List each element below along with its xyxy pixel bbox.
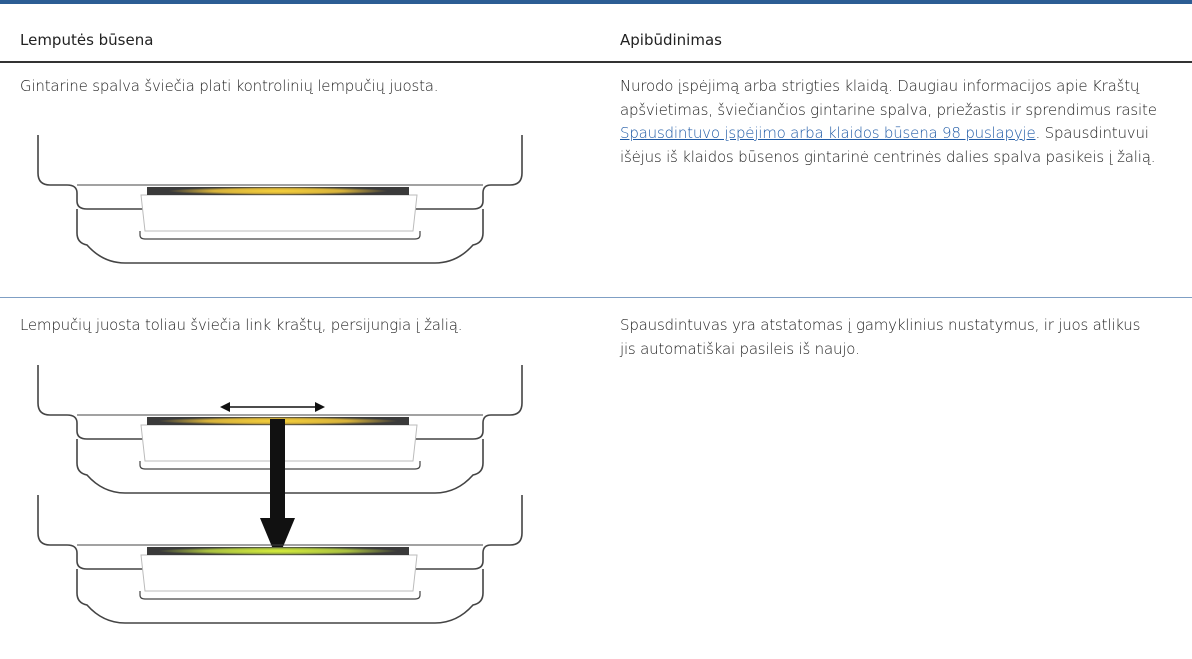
text: . Spausdintuvui išėjus iš klaidos būseno… [620, 124, 1156, 166]
top-rule [0, 0, 1192, 4]
description-text: Nurodo įspėjimą arba strigties klaidą. D… [620, 75, 1160, 169]
printer-illustration [37, 494, 523, 624]
state-text: Gintarine spalva šviečia plati kontrolin… [20, 77, 439, 95]
description-text: Spausdintuvas yra atstatomas į gamyklini… [620, 314, 1160, 361]
row-rule [0, 297, 1192, 298]
text: Spausdintuvas yra atstatomas į gamyklini… [620, 316, 1141, 358]
link[interactable]: Spausdintuvo įspėjimo arba klaidos būsen… [620, 124, 1036, 143]
header-cell: Apibūdinimas [620, 31, 722, 49]
printer-illustration [37, 134, 523, 264]
state-text: Lempučių juosta toliau šviečia link kraš… [20, 316, 463, 334]
header-rule [0, 61, 1192, 63]
double-arrow [220, 402, 325, 412]
text: Nurodo įspėjimą arba strigties klaidą. D… [620, 77, 1157, 119]
down-arrow [260, 419, 295, 560]
header-cell: Lemputės būsena [20, 31, 154, 49]
